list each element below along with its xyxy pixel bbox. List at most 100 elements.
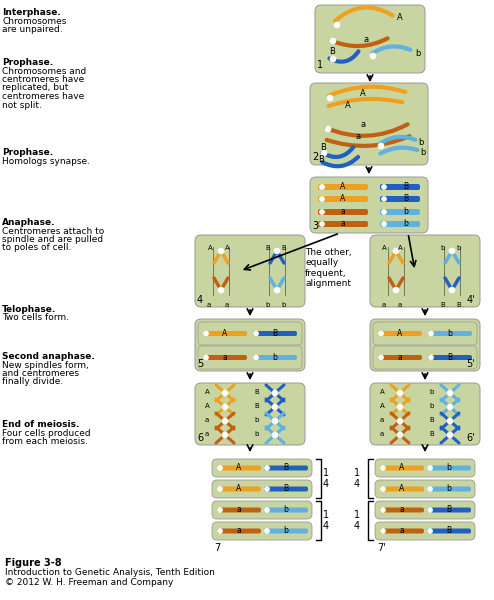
- FancyBboxPatch shape: [375, 501, 475, 519]
- Text: a: a: [398, 352, 403, 361]
- Text: finally divide.: finally divide.: [2, 377, 63, 386]
- Circle shape: [222, 418, 228, 424]
- Circle shape: [380, 466, 385, 470]
- Text: Chromosomes: Chromosomes: [2, 16, 66, 25]
- Circle shape: [218, 287, 224, 293]
- Text: A: A: [398, 245, 403, 251]
- Text: A: A: [236, 463, 242, 472]
- Text: Telophase.: Telophase.: [2, 305, 56, 314]
- Text: B: B: [265, 245, 270, 251]
- Text: A: A: [345, 101, 351, 110]
- Text: B: B: [254, 403, 259, 409]
- Text: from each meiosis.: from each meiosis.: [2, 437, 88, 446]
- FancyBboxPatch shape: [380, 184, 420, 190]
- FancyBboxPatch shape: [203, 355, 247, 360]
- Text: Figure 3-8: Figure 3-8: [5, 558, 62, 568]
- Text: b: b: [415, 49, 420, 58]
- Text: a: a: [382, 302, 386, 308]
- Text: B: B: [447, 526, 452, 535]
- Text: B: B: [329, 47, 335, 56]
- Text: b: b: [273, 352, 278, 361]
- Text: A: A: [397, 329, 403, 337]
- Circle shape: [397, 404, 403, 410]
- Text: b: b: [265, 302, 269, 308]
- FancyBboxPatch shape: [318, 209, 368, 215]
- Text: and centromeres: and centromeres: [2, 369, 79, 378]
- Text: A: A: [399, 463, 405, 472]
- Circle shape: [397, 390, 403, 396]
- FancyBboxPatch shape: [373, 322, 477, 345]
- Circle shape: [264, 466, 270, 470]
- Text: 3: 3: [312, 221, 318, 231]
- Circle shape: [217, 487, 222, 491]
- FancyBboxPatch shape: [310, 83, 428, 165]
- FancyBboxPatch shape: [375, 480, 475, 498]
- Circle shape: [427, 508, 433, 512]
- Text: A: A: [360, 89, 366, 98]
- Circle shape: [381, 185, 386, 190]
- Circle shape: [397, 432, 403, 438]
- Circle shape: [427, 487, 433, 491]
- Text: b: b: [420, 148, 425, 157]
- Circle shape: [204, 355, 208, 360]
- Text: b: b: [404, 219, 409, 228]
- Text: B: B: [284, 484, 288, 493]
- Text: b: b: [430, 389, 434, 395]
- Text: B: B: [272, 329, 278, 337]
- FancyBboxPatch shape: [378, 331, 422, 336]
- Text: b: b: [440, 245, 445, 251]
- Text: B: B: [318, 155, 324, 164]
- Text: 6: 6: [197, 433, 203, 443]
- FancyBboxPatch shape: [427, 487, 471, 491]
- Text: b: b: [284, 505, 288, 514]
- FancyBboxPatch shape: [198, 346, 302, 369]
- FancyBboxPatch shape: [318, 184, 368, 190]
- Text: B: B: [430, 431, 434, 437]
- FancyBboxPatch shape: [428, 355, 472, 360]
- Circle shape: [380, 487, 385, 491]
- FancyBboxPatch shape: [373, 346, 477, 369]
- Text: a: a: [223, 352, 227, 361]
- FancyBboxPatch shape: [427, 508, 471, 512]
- FancyBboxPatch shape: [380, 529, 424, 533]
- Text: are unpaired.: are unpaired.: [2, 25, 63, 34]
- Text: A: A: [340, 182, 346, 191]
- Circle shape: [334, 22, 340, 28]
- Circle shape: [380, 508, 385, 512]
- Circle shape: [325, 126, 331, 132]
- Text: a: a: [341, 207, 345, 216]
- Text: a: a: [380, 417, 384, 423]
- Text: a: a: [380, 431, 384, 437]
- Text: a: a: [341, 219, 345, 228]
- Circle shape: [320, 209, 325, 214]
- Text: b: b: [281, 302, 286, 308]
- Circle shape: [380, 529, 385, 533]
- Text: A: A: [222, 329, 228, 337]
- FancyBboxPatch shape: [318, 221, 368, 227]
- Text: a: a: [237, 526, 242, 535]
- Text: B: B: [448, 352, 453, 361]
- Text: b: b: [430, 403, 434, 409]
- FancyBboxPatch shape: [380, 466, 424, 470]
- Text: 6': 6': [466, 433, 475, 443]
- Text: B: B: [320, 143, 326, 152]
- Text: 4': 4': [466, 295, 475, 305]
- Circle shape: [320, 185, 325, 190]
- Circle shape: [327, 95, 333, 101]
- FancyBboxPatch shape: [427, 529, 471, 533]
- Text: 2: 2: [312, 152, 318, 162]
- Text: a: a: [398, 302, 402, 308]
- Text: 1
4: 1 4: [323, 468, 329, 490]
- Circle shape: [393, 287, 399, 293]
- Circle shape: [378, 143, 384, 149]
- Circle shape: [447, 432, 453, 438]
- Circle shape: [447, 404, 453, 410]
- FancyBboxPatch shape: [195, 235, 305, 307]
- Text: a: a: [205, 431, 209, 437]
- Text: B: B: [440, 302, 445, 308]
- Text: centromeres have: centromeres have: [2, 75, 84, 84]
- Circle shape: [272, 432, 278, 438]
- Circle shape: [320, 196, 325, 202]
- Text: B: B: [430, 417, 434, 423]
- Text: Anaphase.: Anaphase.: [2, 218, 55, 227]
